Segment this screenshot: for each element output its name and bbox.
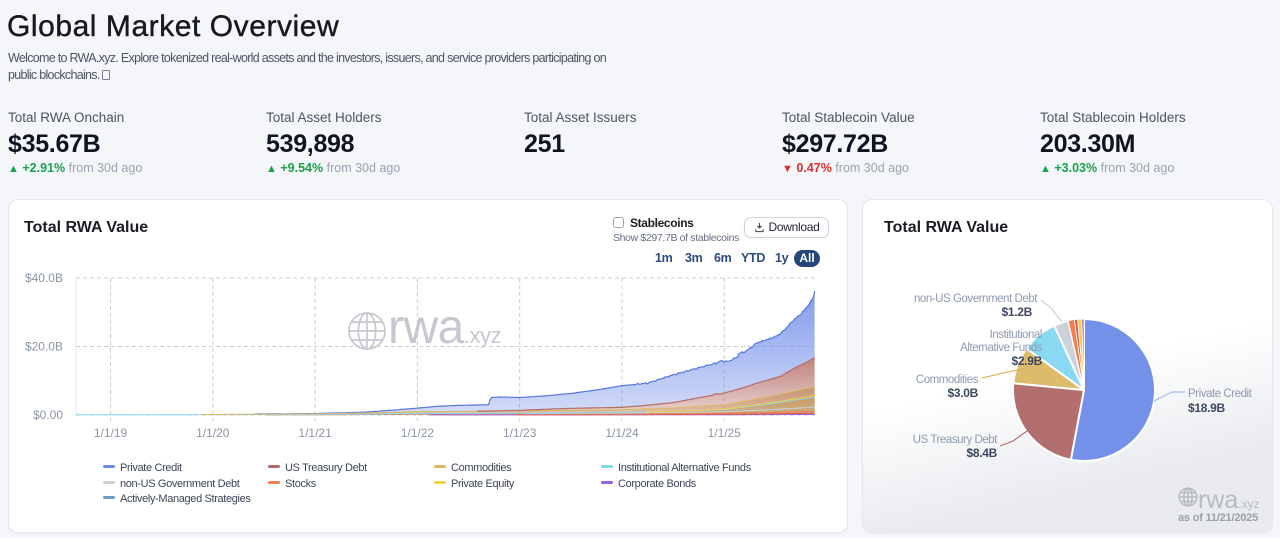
svg-text:$2.9B: $2.9B bbox=[1011, 354, 1042, 368]
svg-text:1/1/19: 1/1/19 bbox=[94, 426, 128, 440]
svg-text:$3.0B: $3.0B bbox=[947, 386, 978, 400]
svg-text:Private Credit: Private Credit bbox=[1188, 388, 1253, 400]
svg-text:Institutional: Institutional bbox=[990, 329, 1042, 341]
svg-text:1/1/23: 1/1/23 bbox=[503, 426, 537, 440]
svg-text:1/1/21: 1/1/21 bbox=[298, 426, 332, 440]
svg-text:$8.4B: $8.4B bbox=[966, 446, 997, 460]
svg-text:US Treasury Debt: US Treasury Debt bbox=[913, 434, 998, 446]
svg-text:$40.0B: $40.0B bbox=[25, 271, 63, 285]
svg-text:1/1/25: 1/1/25 bbox=[708, 426, 742, 440]
svg-text:Alternative Funds: Alternative Funds bbox=[960, 342, 1043, 354]
svg-text:$0.00: $0.00 bbox=[33, 408, 63, 422]
svg-text:$1.2B: $1.2B bbox=[1001, 305, 1032, 319]
svg-text:$18.9B: $18.9B bbox=[1188, 401, 1226, 415]
svg-text:1/1/24: 1/1/24 bbox=[605, 426, 639, 440]
svg-text:$20.0B: $20.0B bbox=[25, 340, 63, 354]
svg-text:1/1/20: 1/1/20 bbox=[196, 426, 230, 440]
svg-text:non-US Government Debt: non-US Government Debt bbox=[914, 293, 1038, 305]
svg-text:Commodities: Commodities bbox=[916, 374, 979, 386]
svg-text:1/1/22: 1/1/22 bbox=[401, 426, 435, 440]
